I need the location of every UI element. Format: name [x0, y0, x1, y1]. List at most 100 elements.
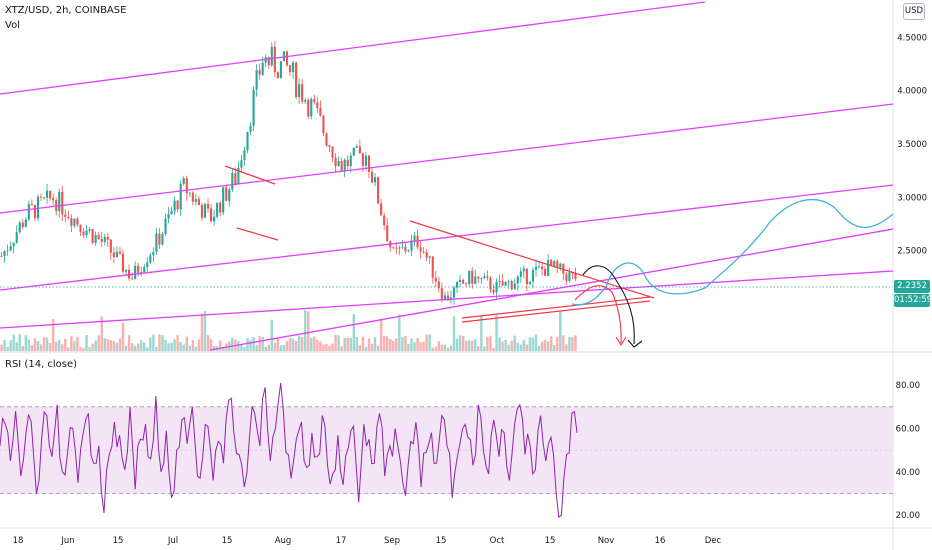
volume-bar — [455, 338, 459, 351]
volume-bar — [337, 335, 340, 351]
volume-bar — [522, 339, 526, 351]
volume-bar — [109, 340, 113, 351]
volume-bar — [240, 345, 243, 351]
volume-bar — [413, 342, 416, 351]
volume-bar — [307, 311, 310, 351]
rsi-line — [0, 382, 578, 519]
candle-body — [446, 295, 449, 301]
volume-bar — [115, 342, 119, 351]
volume-bar — [267, 344, 270, 351]
candle-body — [373, 177, 377, 183]
candle-body — [128, 269, 131, 279]
candle-body — [143, 267, 146, 273]
candle-body — [85, 230, 88, 236]
volume-label: Vol — [5, 20, 20, 31]
volume-bar — [562, 335, 565, 351]
red-arrow-head — [615, 336, 627, 347]
volume-bar — [422, 341, 425, 351]
time-tick-label: Aug — [275, 536, 292, 546]
candle-body — [380, 203, 383, 216]
candle-body — [544, 268, 547, 276]
volume-bar — [88, 346, 91, 351]
candle-body — [279, 61, 282, 79]
candle-body — [443, 295, 446, 299]
volume-bar — [407, 343, 410, 351]
candle-body — [471, 270, 474, 284]
candle-body — [288, 65, 292, 72]
candle-body — [109, 239, 112, 253]
candle-body — [30, 204, 33, 205]
volume-bar — [261, 336, 264, 351]
candle-body — [243, 150, 246, 161]
volume-bar — [480, 316, 483, 351]
volume-bar — [191, 340, 195, 351]
candle-body — [149, 255, 152, 263]
candle-body — [419, 247, 422, 252]
volume-bar — [428, 334, 431, 351]
candle-body — [49, 190, 52, 199]
candle-body — [3, 250, 6, 257]
volume-bar — [167, 343, 170, 351]
candle-body — [492, 289, 495, 293]
volume-bar — [203, 311, 207, 351]
candle-body — [474, 276, 477, 284]
candle-body — [188, 192, 191, 194]
price-tick-label: 2.5000 — [897, 247, 927, 257]
volume-bar — [51, 319, 55, 351]
candle-body — [36, 196, 40, 218]
volume-bar — [543, 339, 547, 351]
volume-bar — [474, 339, 477, 351]
candle-body — [358, 146, 361, 154]
volume-bar — [534, 334, 538, 351]
candle-body — [337, 161, 340, 166]
time-tick-label: Jun — [60, 536, 74, 546]
trendline — [236, 227, 279, 241]
candle-body — [240, 160, 243, 168]
candle-body — [498, 281, 501, 283]
candle-body — [541, 266, 544, 269]
candle-body — [364, 155, 368, 166]
volume-bar — [410, 338, 413, 351]
channel-line — [0, 184, 894, 291]
volume-bar — [486, 336, 489, 351]
candle-body — [574, 273, 577, 279]
price-tick-label: 3.0000 — [897, 193, 927, 203]
volume-bar — [531, 337, 535, 351]
volume-bar — [279, 345, 283, 351]
candle-body — [176, 200, 179, 210]
rsi-tick-label: 60.00 — [896, 425, 920, 435]
candle-body — [249, 125, 252, 132]
rsi-pane — [0, 382, 893, 519]
candle-body — [58, 191, 61, 212]
time-tick-label: 17 — [336, 536, 347, 546]
time-tick-label: Nov — [598, 536, 615, 546]
currency-button[interactable]: USD — [903, 3, 925, 20]
candle-body — [422, 251, 425, 253]
candle-body — [383, 215, 386, 226]
volume-bar — [54, 341, 58, 351]
candle-body — [282, 51, 286, 62]
rsi-tick-label: 80.00 — [896, 381, 920, 391]
candle-body — [112, 252, 115, 258]
volume-bar — [9, 340, 12, 351]
volume-bar — [519, 344, 523, 351]
candle-body — [468, 270, 471, 284]
candle-body — [437, 281, 440, 289]
time-tick-label: 18 — [13, 536, 24, 546]
candle-body — [501, 281, 504, 286]
candle-body — [185, 178, 188, 194]
volume-bar — [303, 310, 307, 351]
candle-body — [213, 216, 216, 222]
volume-bar — [173, 339, 176, 351]
volume-bar — [553, 345, 556, 351]
volume-bar — [319, 341, 322, 351]
candle-body — [76, 218, 79, 225]
candle-body — [273, 46, 276, 73]
candle-body — [534, 266, 538, 270]
rsi-tick-label: 20.00 — [896, 511, 920, 521]
candle-body — [531, 269, 535, 282]
candle-body — [425, 252, 428, 258]
volume-bar — [206, 335, 210, 351]
